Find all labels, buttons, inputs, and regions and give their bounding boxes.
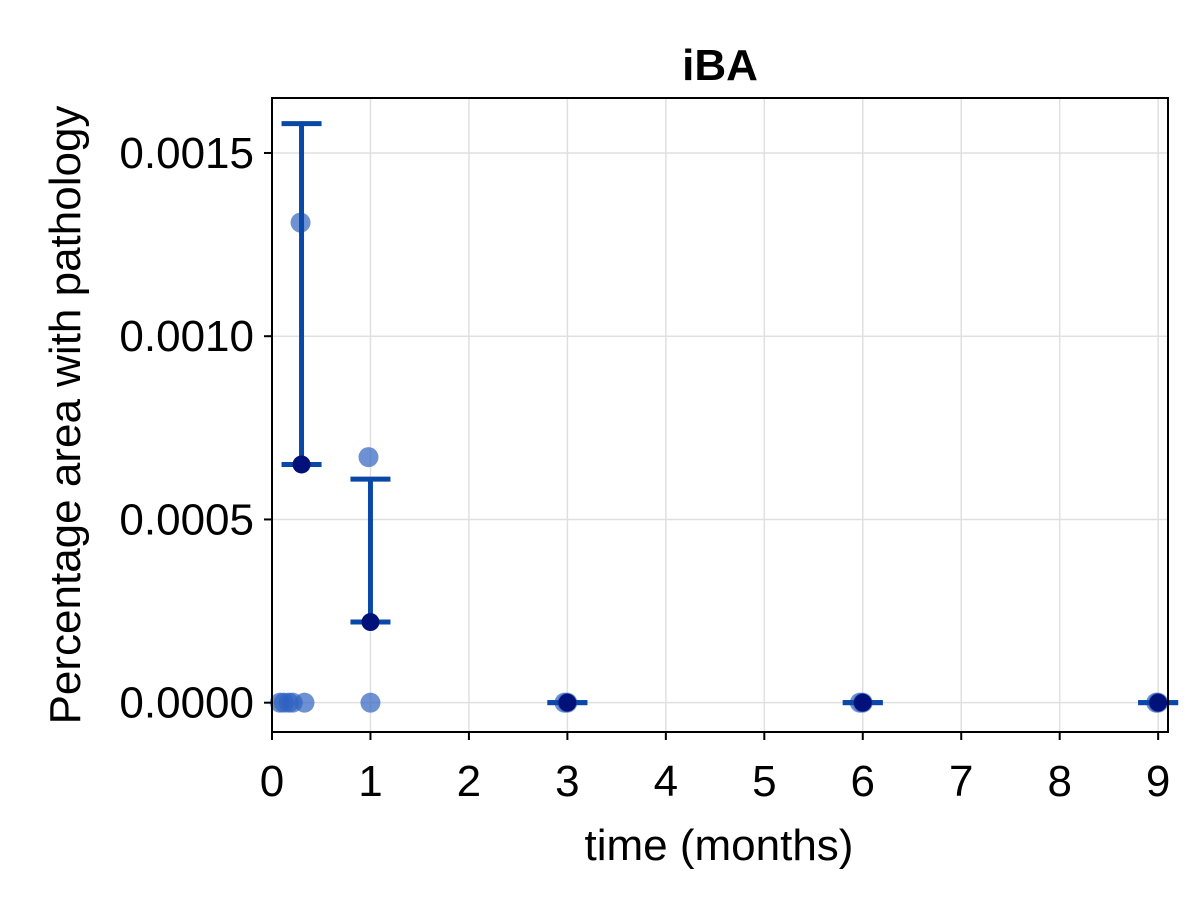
x-tick-label: 3 [555, 757, 579, 806]
x-tick-label: 5 [752, 757, 776, 806]
x-tick-label: 0 [260, 757, 284, 806]
mean-marker [558, 693, 577, 712]
mean-marker [361, 613, 380, 632]
grid-lines [271, 98, 1168, 732]
y-tick-label: 0.0005 [119, 495, 254, 544]
x-tick-label: 1 [358, 757, 382, 806]
axis-ticks: 0 1 2 3 4 5 6 7 8 9 0.0000 0.0005 0.0010 0.0015 [119, 129, 1170, 806]
x-tick-label: 6 [851, 757, 875, 806]
x-tick-label: 7 [949, 757, 973, 806]
mean-marker [853, 693, 872, 712]
plot-frame [271, 97, 1169, 733]
x-tick-label: 8 [1047, 757, 1071, 806]
plot-data [269, 121, 1179, 713]
x-tick-label: 4 [654, 757, 678, 806]
mean-marker [292, 455, 311, 474]
data-point [358, 447, 379, 468]
y-tick-label: 0.0015 [119, 129, 254, 178]
y-tick-label: 0.0000 [119, 679, 254, 728]
mean-marker [1149, 693, 1168, 712]
data-point [360, 692, 381, 713]
y-tick-label: 0.0010 [119, 312, 254, 361]
y-axis-title: Percentage area with pathology [41, 106, 90, 725]
x-axis-title: time (months) [585, 821, 854, 870]
x-tick-label: 2 [457, 757, 481, 806]
chart-title: iBA [682, 41, 758, 90]
data-point [294, 692, 315, 713]
x-tick-label: 9 [1146, 757, 1170, 806]
